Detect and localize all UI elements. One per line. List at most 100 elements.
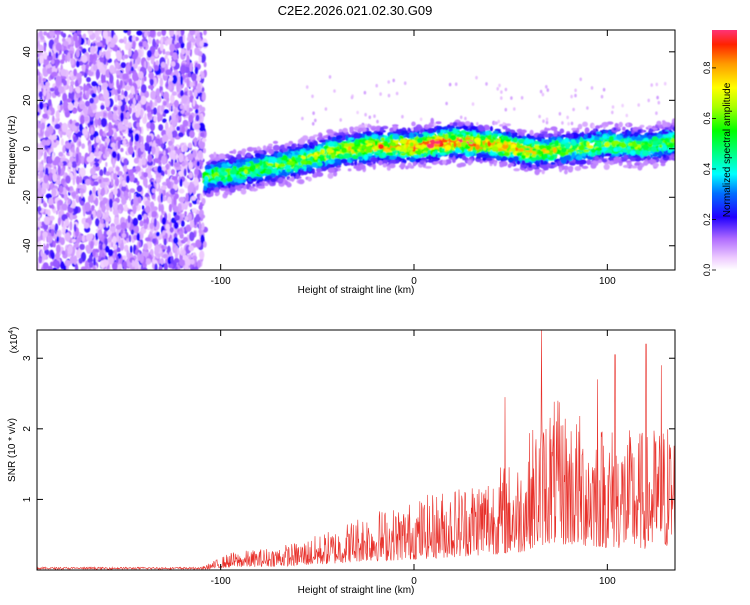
heatmap-cell	[105, 35, 109, 45]
heatmap-cell	[75, 60, 80, 68]
heatmap-cell	[152, 38, 156, 48]
heatmap-cell	[163, 91, 170, 100]
heatmap-cell	[92, 59, 96, 65]
heatmap-cell	[191, 207, 197, 213]
heatmap-cell	[64, 259, 71, 267]
heatmap-cell	[100, 188, 106, 196]
heatmap-cell	[142, 40, 148, 48]
heatmap-cell	[153, 115, 157, 122]
heatmap-cell	[102, 197, 108, 204]
heatmap-cell	[165, 223, 170, 231]
heatmap-cell	[104, 185, 108, 195]
heatmap-cell	[104, 98, 111, 108]
heatmap-cell	[43, 51, 48, 60]
heatmap-cell	[163, 150, 166, 156]
heatmap-cell	[83, 85, 90, 91]
heatmap-cell	[132, 34, 136, 44]
heatmap-cell	[113, 106, 118, 111]
heatmap-cell	[155, 177, 161, 184]
heatmap-cell	[559, 128, 565, 134]
heatmap-cell	[173, 99, 179, 108]
heatmap-cell	[137, 49, 143, 59]
heatmap-cell	[115, 140, 119, 151]
heatmap-cell	[60, 167, 65, 176]
heatmap-cell	[104, 147, 108, 157]
heatmap-cell	[307, 176, 312, 182]
heatmap-cell	[203, 30, 207, 36]
heatmap-cell	[132, 97, 136, 106]
heatmap-cell	[69, 186, 74, 191]
heatmap-cell	[143, 76, 147, 82]
heatmap-cell	[178, 30, 181, 37]
heatmap-cell	[71, 192, 77, 197]
heatmap-cell	[89, 97, 94, 104]
heatmap-cell	[58, 185, 64, 194]
heatmap-cell	[96, 42, 103, 47]
heatmap-cell	[54, 59, 61, 65]
spectrogram-heatmap	[37, 30, 675, 270]
heatmap-cell	[51, 142, 58, 148]
heatmap-cell	[189, 63, 193, 72]
heatmap-cell	[182, 34, 186, 44]
heatmap-cell	[173, 195, 177, 206]
heatmap-cell	[164, 51, 172, 56]
heatmap-cell	[196, 199, 200, 205]
heatmap-cell	[133, 234, 138, 241]
heatmap-cell	[51, 71, 58, 77]
heatmap-cell	[100, 218, 104, 225]
heatmap-cell	[39, 170, 44, 178]
heatmap-cell	[162, 118, 167, 123]
heatmap-cell	[182, 119, 189, 128]
heatmap-cell	[57, 201, 60, 212]
heatmap-cell	[49, 182, 54, 190]
heatmap-cell	[190, 195, 197, 201]
heatmap-cell	[37, 111, 40, 116]
heatmap-cell	[79, 167, 86, 178]
heatmap-cell	[134, 89, 139, 94]
heatmap-cell	[184, 264, 189, 270]
heatmap-cell	[170, 169, 176, 175]
heatmap-cell	[195, 114, 200, 122]
heatmap-cell	[39, 101, 44, 110]
heatmap-cell	[50, 59, 55, 65]
heatmap-cell	[79, 104, 86, 109]
heatmap-cell	[55, 75, 62, 86]
heatmap-cell	[43, 105, 47, 113]
heatmap-cell	[115, 70, 121, 76]
heatmap-cell	[137, 214, 143, 221]
heatmap-cell	[154, 50, 159, 58]
heatmap-cell	[129, 188, 136, 193]
heatmap-cell	[132, 71, 138, 82]
heatmap-cell	[177, 248, 180, 256]
heatmap-cell	[185, 192, 189, 203]
heatmap-cell	[184, 201, 191, 206]
heatmap-cell	[173, 237, 179, 244]
heatmap-cell	[75, 93, 81, 99]
heatmap-cell	[168, 263, 174, 269]
heatmap-cell	[49, 30, 53, 38]
heatmap-cell	[91, 205, 95, 210]
heatmap-cell	[121, 255, 127, 260]
heatmap-cell	[60, 31, 64, 37]
heatmap-cell	[121, 185, 127, 192]
heatmap-cell	[114, 94, 118, 103]
heatmap-cell	[100, 104, 105, 110]
heatmap-cell	[136, 116, 140, 125]
heatmap-cell	[47, 109, 52, 115]
heatmap-cell	[90, 240, 94, 250]
heatmap-cell	[119, 242, 124, 251]
heatmap-cell	[262, 145, 267, 151]
heatmap-cell	[647, 125, 653, 129]
heatmap-cell	[81, 64, 86, 73]
heatmap-cell	[96, 209, 103, 219]
heatmap-cell	[84, 202, 91, 212]
heatmap-cell	[152, 107, 158, 115]
heatmap-cell	[61, 203, 68, 211]
heatmap-cell	[159, 43, 164, 52]
heatmap-cell	[81, 54, 88, 64]
heatmap-cell	[85, 100, 90, 107]
heatmap-cell	[39, 35, 45, 40]
heatmap-cell	[160, 143, 164, 149]
heatmap-cell	[75, 132, 83, 137]
